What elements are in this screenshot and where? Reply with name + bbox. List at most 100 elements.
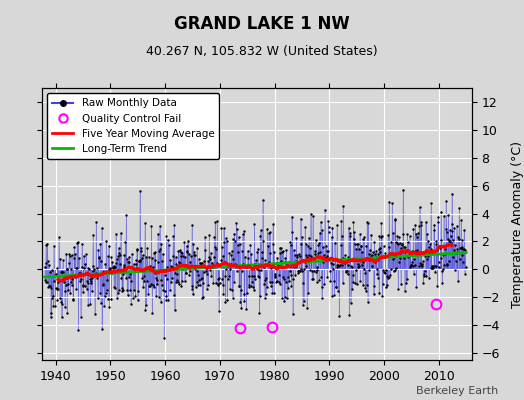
Point xyxy=(276,244,284,251)
Point xyxy=(411,222,419,228)
Point xyxy=(98,326,106,332)
Point xyxy=(387,266,396,272)
Point xyxy=(170,222,178,228)
Point xyxy=(200,258,209,264)
Point xyxy=(173,278,182,285)
Point xyxy=(263,226,271,232)
Point xyxy=(264,261,272,268)
Point xyxy=(208,264,216,270)
Point xyxy=(425,248,434,254)
Point xyxy=(56,295,64,302)
Point xyxy=(365,257,373,264)
Point xyxy=(366,256,375,262)
Point xyxy=(312,269,320,275)
Point xyxy=(89,267,97,274)
Point xyxy=(419,280,428,286)
Point xyxy=(352,267,360,273)
Point xyxy=(417,261,425,268)
Point xyxy=(92,219,101,226)
Point xyxy=(202,285,211,292)
Point xyxy=(322,242,330,249)
Point xyxy=(258,255,266,261)
Point xyxy=(334,262,343,268)
Point xyxy=(393,233,401,240)
Point xyxy=(384,232,392,238)
Point xyxy=(452,223,461,230)
Point xyxy=(184,238,192,244)
Point xyxy=(177,249,185,255)
Point xyxy=(315,240,323,246)
Point xyxy=(179,253,187,260)
Point xyxy=(364,299,372,305)
Point xyxy=(297,266,305,272)
Point xyxy=(411,248,420,254)
Point xyxy=(92,270,100,276)
Point xyxy=(314,242,323,248)
Point xyxy=(132,261,140,268)
Point xyxy=(183,248,191,255)
Point xyxy=(452,258,460,265)
Point xyxy=(382,284,390,290)
Point xyxy=(201,234,209,240)
Point xyxy=(44,284,52,290)
Point xyxy=(62,250,70,257)
Point xyxy=(180,239,189,245)
Point xyxy=(139,284,147,291)
Point xyxy=(399,230,407,237)
Point xyxy=(406,233,414,240)
Point xyxy=(94,247,103,253)
Point xyxy=(254,246,262,252)
Point xyxy=(363,218,372,225)
Point xyxy=(83,278,91,285)
Point xyxy=(67,279,75,285)
Point xyxy=(187,263,195,270)
Point xyxy=(425,244,433,250)
Point xyxy=(366,246,374,253)
Point xyxy=(152,274,160,281)
Point xyxy=(461,271,469,277)
Point xyxy=(205,232,213,238)
Point xyxy=(329,266,337,272)
Point xyxy=(313,267,322,274)
Point xyxy=(247,273,256,279)
Point xyxy=(42,278,51,285)
Point xyxy=(315,230,324,236)
Point xyxy=(301,252,310,258)
Point xyxy=(242,305,250,312)
Point xyxy=(455,256,464,262)
Point xyxy=(416,204,424,210)
Point xyxy=(60,275,68,282)
Point xyxy=(82,251,90,258)
Point xyxy=(76,270,84,276)
Point xyxy=(288,214,296,220)
Point xyxy=(370,239,379,246)
Point xyxy=(152,277,161,284)
Point xyxy=(170,292,178,299)
Point xyxy=(424,275,433,282)
Point xyxy=(109,264,117,271)
Point xyxy=(329,225,337,232)
Point xyxy=(223,296,231,303)
Point xyxy=(250,287,258,293)
Point xyxy=(261,291,270,297)
Point xyxy=(122,212,130,218)
Point xyxy=(185,259,194,265)
Point xyxy=(351,280,359,286)
Point xyxy=(407,262,416,268)
Point xyxy=(314,250,322,256)
Point xyxy=(367,252,376,258)
Point xyxy=(224,263,232,270)
Point xyxy=(357,262,366,268)
Point xyxy=(231,238,239,244)
Point xyxy=(212,260,221,266)
Point xyxy=(125,259,134,265)
Point xyxy=(280,298,288,304)
Point xyxy=(223,276,232,282)
Point xyxy=(297,216,305,222)
Point xyxy=(389,268,398,275)
Point xyxy=(330,292,339,298)
Point xyxy=(161,293,170,299)
Point xyxy=(388,251,396,258)
Point xyxy=(352,246,361,252)
Point xyxy=(197,275,205,282)
